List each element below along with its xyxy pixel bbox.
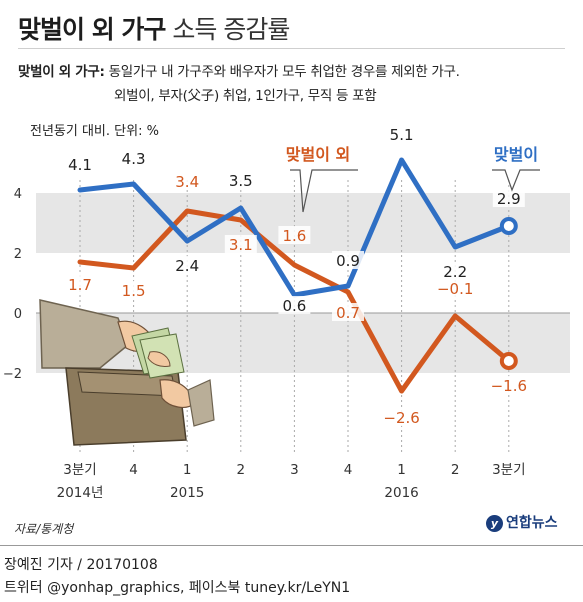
data-label-dual-income: 3.5 — [229, 172, 253, 190]
data-label-non-dual-income: 1.6 — [282, 227, 306, 245]
x-tick-label: 3분기 — [63, 462, 96, 478]
data-label-bg — [492, 376, 525, 394]
definition-line1: 동일가구 내 가구주와 배우자가 모두 취업한 경우를 제외한 가구. — [108, 64, 460, 80]
x-tick-label: 1 — [397, 462, 406, 478]
data-label-dual-income: 4.3 — [122, 150, 146, 168]
data-label-non-dual-income: −1.6 — [491, 377, 527, 395]
title-light: 소득 증감률 — [172, 15, 290, 44]
logo-text: 연합뉴스 — [506, 515, 558, 531]
data-label-non-dual-income: −2.6 — [383, 409, 419, 427]
legend-callout-line — [492, 169, 540, 192]
data-label-bg — [278, 226, 311, 244]
year-label: 2016 — [384, 485, 418, 501]
logo-mark-icon: y — [486, 515, 503, 532]
data-label-non-dual-income: 3.4 — [175, 173, 199, 191]
unit-label: 전년동기 대비. 단위: % — [30, 124, 159, 139]
y-tick-label: 0 — [14, 307, 22, 322]
x-tick-label: 2 — [237, 462, 246, 478]
y-tick-label: 2 — [14, 247, 22, 262]
x-tick-label: 3 — [290, 462, 299, 478]
x-tick-label: 3분기 — [492, 462, 525, 478]
data-label-bg — [64, 275, 96, 293]
data-label-bg — [224, 171, 257, 189]
footer-divider — [0, 545, 583, 546]
definition-note: 맞벌이 외 가구: 동일가구 내 가구주와 배우자가 모두 취업한 경우를 제외… — [18, 60, 460, 80]
byline-social: 트위터 @yonhap_graphics, 페이스북 tuney.kr/LeYN… — [4, 580, 351, 596]
x-tick-label: 4 — [344, 462, 353, 478]
data-label-bg — [171, 256, 204, 274]
data-label-bg — [224, 235, 257, 253]
data-label-bg — [385, 125, 418, 143]
x-tick-label: 2 — [451, 462, 460, 478]
page-title: 맞벌이 외 가구 소득 증감률 — [18, 10, 290, 46]
title-divider — [18, 48, 565, 49]
wallet-illustration — [39, 299, 215, 446]
data-label-bg — [278, 296, 311, 314]
x-tick-label: 1 — [183, 462, 192, 478]
data-label-bg — [439, 262, 472, 280]
data-label-bg — [385, 408, 418, 426]
y-tick-label: 4 — [14, 187, 22, 202]
year-label: 2014년 — [57, 485, 104, 501]
year-label: 2015 — [170, 485, 204, 501]
data-label-non-dual-income: −0.1 — [437, 280, 473, 298]
data-label-bg — [117, 149, 150, 167]
data-label-dual-income: 2.2 — [443, 263, 467, 281]
byline-reporter: 장예진 기자 / 20170108 — [4, 557, 158, 573]
data-label-bg — [439, 279, 472, 297]
line-chart: 4 2 0 −2 4.1 4.3 2.4 3.5 0.6 0.9 5.1 2.2 2.9 1.7 1.5 3… — [3, 125, 570, 501]
data-label-non-dual-income: 1.7 — [68, 276, 92, 294]
data-label-dual-income: 0.9 — [336, 252, 360, 270]
x-tick-label: 4 — [129, 462, 138, 478]
legend-non-dual-income: 맞벌이 외 — [286, 145, 350, 164]
data-label-non-dual-income: 0.7 — [336, 304, 360, 322]
series-end-marker — [499, 217, 518, 235]
yonhap-logo: y 연합뉴스 — [486, 512, 558, 532]
series-line-dual-income — [77, 157, 512, 298]
data-label-dual-income: 2.9 — [497, 190, 521, 208]
data-label-bg — [117, 281, 150, 299]
data-label-bg — [64, 155, 96, 173]
definition-line2: 외벌이, 부자(父子) 취업, 1인가구, 무직 등 포함 — [114, 88, 377, 104]
legend-dual-income: 맞벌이 — [494, 145, 538, 164]
data-label-bg — [332, 303, 364, 321]
data-label-bg — [332, 251, 364, 269]
definition-label: 맞벌이 외 가구: — [18, 64, 105, 80]
data-label-dual-income: 2.4 — [175, 257, 199, 275]
title-bold: 맞벌이 외 가구 — [18, 15, 166, 44]
source-note: 자료/통계청 — [14, 522, 74, 536]
data-label-non-dual-income: 1.5 — [122, 282, 146, 300]
data-label-non-dual-income: 3.1 — [229, 236, 253, 254]
data-label-dual-income: 0.6 — [282, 297, 306, 315]
data-label-bg — [492, 189, 525, 207]
series-end-marker — [499, 352, 518, 370]
series-line-non-dual-income — [77, 208, 512, 394]
legend-callout-line — [290, 169, 358, 213]
y-tick-label: −2 — [3, 367, 22, 382]
data-label-bg — [171, 172, 204, 190]
data-label-dual-income: 5.1 — [390, 126, 414, 144]
data-label-dual-income: 4.1 — [68, 156, 92, 174]
